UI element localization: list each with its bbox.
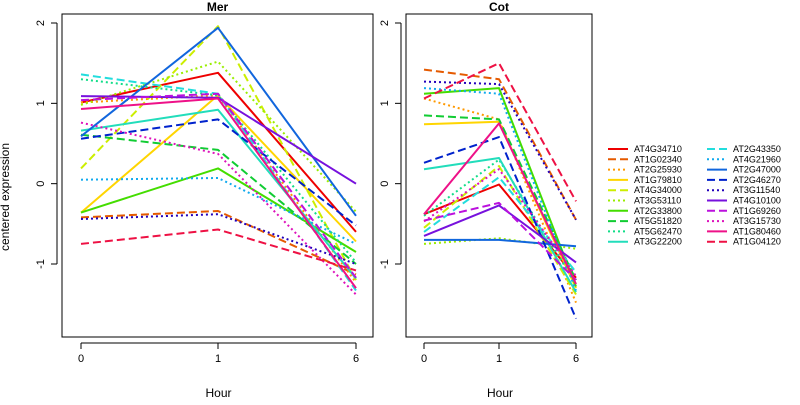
mer-x-tick-label: 1 [215,353,221,365]
mer-y-tick-label: -1 [35,259,47,269]
legend-label: AT3G15730 [733,216,781,226]
legend-label: AT1G80460 [733,226,781,236]
legend-label: AT5G51820 [634,216,682,226]
legend-label: AT4G34710 [634,144,682,154]
legend-label: AT3G53110 [634,196,681,206]
mer-series-line [80,108,357,280]
y-axis-label: centered expression [0,143,12,251]
cot-x-tick-label: 6 [573,353,579,365]
cot-series-line [423,165,577,296]
legend-label: AT4G34000 [634,185,682,195]
cot-series-line [423,237,577,250]
mer-y-tick-label: 0 [35,181,47,187]
mer-series-line [80,78,357,264]
legend-label: AT2G25930 [634,165,682,175]
mer-series-line [80,26,357,217]
mer-series-line [80,228,357,272]
mer-series-line [80,213,357,265]
cot-series-line [423,168,577,277]
mer-plot-frame [61,13,374,338]
cot-series-line [423,62,577,202]
mer-y-tick-label: 1 [35,100,47,106]
mer-series-line [80,177,357,245]
cot-y-tick-label: 0 [379,181,391,187]
cot-x-axis-label: Hour [487,386,513,400]
mer-x-tick-label: 6 [353,353,359,365]
cot-x-tick-label: 0 [421,353,427,365]
legend-label: AT2G46270 [733,175,781,185]
cot-y-tick-label: 2 [379,20,391,26]
cot-series-line [423,68,577,221]
cot-y-tick-label: -1 [379,259,391,269]
mer-panel-title: Mer [207,0,229,14]
mer-x-tick-label: 0 [78,353,84,365]
cot-series-line [423,80,577,221]
legend-label: AT3G11540 [733,185,780,195]
cot-series-line [423,136,577,319]
legend-label: AT5G62470 [634,226,682,236]
mer-series-line [80,92,357,279]
cot-series-line [423,87,577,287]
legend-label: AT1G69260 [733,206,781,216]
mer-series-line [80,71,357,233]
legend-label: AT1G79810 [634,175,682,185]
cot-series-line [423,87,577,291]
mer-y-tick-label: 2 [35,20,47,26]
legend-label: AT2G43350 [733,144,781,154]
cot-series-line [423,114,577,281]
legend-label: AT2G33800 [634,206,682,216]
cot-series-line [423,97,577,303]
mer-series-line [80,118,357,227]
mer-series-line [80,25,357,281]
legend-label: AT3G22200 [634,237,682,247]
mer-series-line [80,121,357,296]
cot-x-tick-label: 1 [496,353,502,365]
legend-label: AT4G10100 [733,196,781,206]
cot-series-line [423,176,577,273]
legend-label: AT4G21960 [733,154,781,164]
cot-plot-frame [405,13,593,338]
cot-series-line [423,204,577,264]
legend-label: AT1G04120 [733,237,781,247]
cot-series-line [423,157,577,293]
cot-series-line [423,122,577,285]
cot-y-tick-label: 1 [379,100,391,106]
legend-label: AT1G02340 [634,154,682,164]
mer-x-axis-label: Hour [205,386,231,400]
legend-label: AT2G47000 [733,165,781,175]
cot-series-line [423,201,577,281]
mer-series-line [80,210,357,276]
mer-series-line [80,97,357,289]
cot-panel-title: Cot [489,0,509,14]
